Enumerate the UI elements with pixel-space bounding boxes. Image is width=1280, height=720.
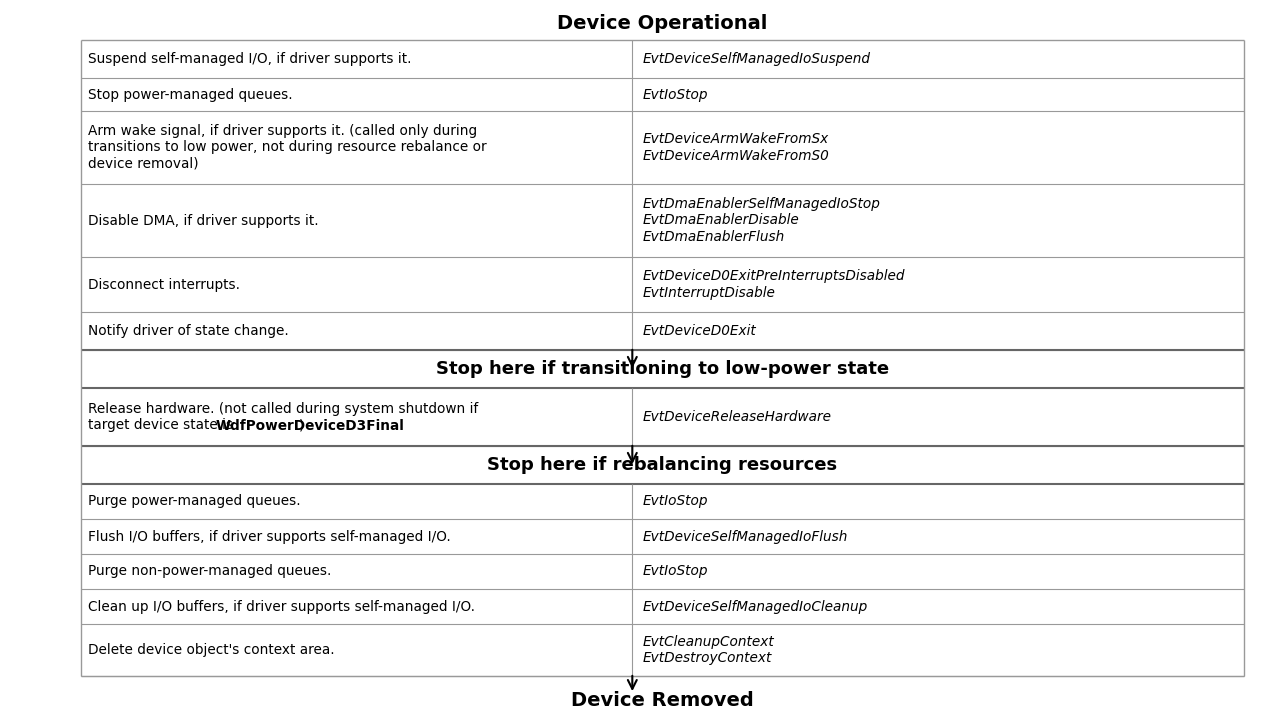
Text: Delete device object's context area.: Delete device object's context area. xyxy=(87,643,334,657)
Text: Clean up I/O buffers, if driver supports self-managed I/O.: Clean up I/O buffers, if driver supports… xyxy=(87,600,475,613)
Text: EvtDeviceSelfManagedIoCleanup: EvtDeviceSelfManagedIoCleanup xyxy=(643,600,868,613)
Text: Device Operational: Device Operational xyxy=(557,14,768,33)
Text: EvtDeviceReleaseHardware: EvtDeviceReleaseHardware xyxy=(643,410,831,424)
Text: EvtIoStop: EvtIoStop xyxy=(643,88,708,102)
Text: Disable DMA, if driver supports it.: Disable DMA, if driver supports it. xyxy=(87,214,319,228)
Text: EvtIoStop: EvtIoStop xyxy=(643,495,708,508)
Text: target device state is: target device state is xyxy=(87,418,237,433)
Text: EvtDeviceArmWakeFromSx
EvtDeviceArmWakeFromS0: EvtDeviceArmWakeFromSx EvtDeviceArmWakeF… xyxy=(643,132,829,163)
Text: EvtDeviceD0Exit: EvtDeviceD0Exit xyxy=(643,324,756,338)
Text: Notify driver of state change.: Notify driver of state change. xyxy=(87,324,288,338)
Text: EvtDmaEnablerSelfManagedIoStop
EvtDmaEnablerDisable
EvtDmaEnablerFlush: EvtDmaEnablerSelfManagedIoStop EvtDmaEna… xyxy=(643,197,881,243)
Text: Flush I/O buffers, if driver supports self-managed I/O.: Flush I/O buffers, if driver supports se… xyxy=(87,529,451,544)
Text: EvtCleanupContext
EvtDestroyContext: EvtCleanupContext EvtDestroyContext xyxy=(643,635,774,665)
Text: Purge non-power-managed queues.: Purge non-power-managed queues. xyxy=(87,564,332,578)
Text: Device Removed: Device Removed xyxy=(571,691,754,710)
Text: Disconnect interrupts.: Disconnect interrupts. xyxy=(87,277,239,292)
Text: Release hardware. (not called during system shutdown if: Release hardware. (not called during sys… xyxy=(87,402,477,415)
Text: EvtDeviceSelfManagedIoFlush: EvtDeviceSelfManagedIoFlush xyxy=(643,529,847,544)
Text: Stop power-managed queues.: Stop power-managed queues. xyxy=(87,88,292,102)
Text: WdfPowerDeviceD3Final: WdfPowerDeviceD3Final xyxy=(215,418,404,433)
Text: Stop here if rebalancing resources: Stop here if rebalancing resources xyxy=(488,456,837,474)
Text: Arm wake signal, if driver supports it. (called only during
transitions to low p: Arm wake signal, if driver supports it. … xyxy=(87,125,486,171)
Text: EvtDeviceSelfManagedIoSuspend: EvtDeviceSelfManagedIoSuspend xyxy=(643,52,870,66)
Text: Purge power-managed queues.: Purge power-managed queues. xyxy=(87,495,301,508)
Text: EvtIoStop: EvtIoStop xyxy=(643,564,708,578)
Text: Suspend self-managed I/O, if driver supports it.: Suspend self-managed I/O, if driver supp… xyxy=(87,52,411,66)
Text: Stop here if transitioning to low-power state: Stop here if transitioning to low-power … xyxy=(435,360,890,378)
Text: ): ) xyxy=(300,418,305,433)
Text: EvtDeviceD0ExitPreInterruptsDisabled
EvtInterruptDisable: EvtDeviceD0ExitPreInterruptsDisabled Evt… xyxy=(643,269,905,300)
